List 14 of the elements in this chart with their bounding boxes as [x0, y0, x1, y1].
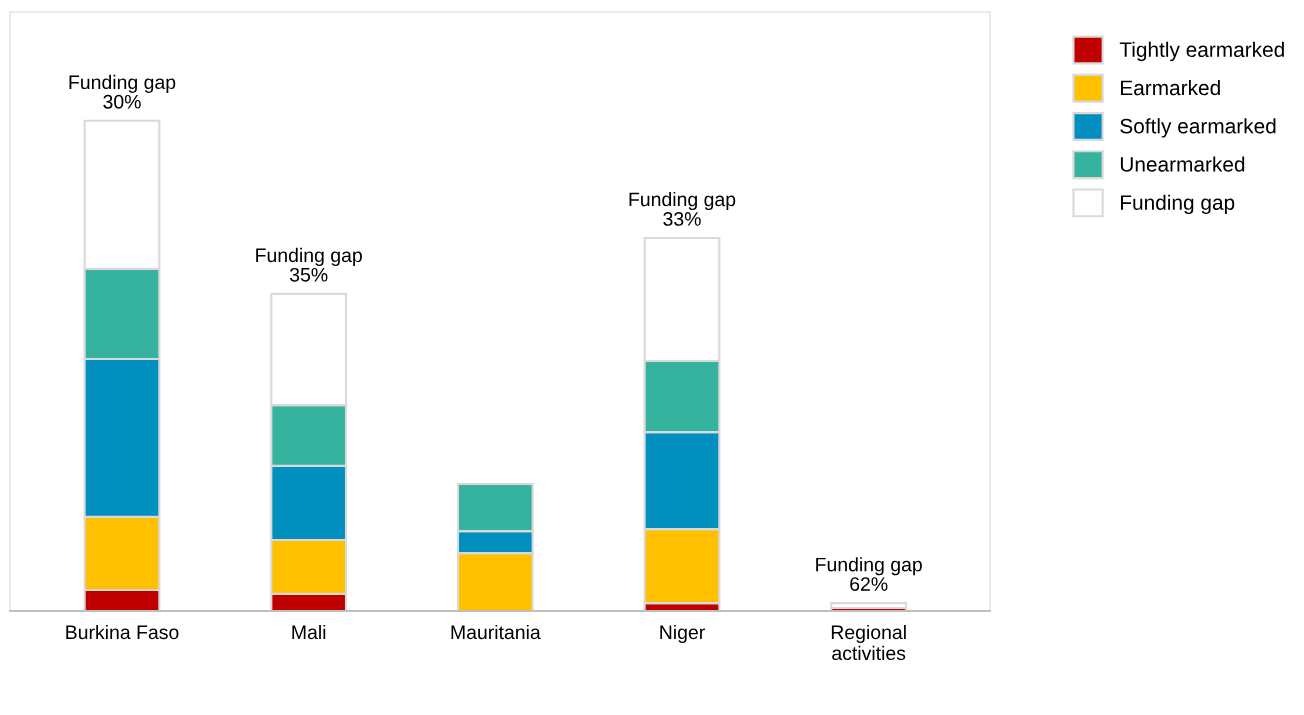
- annotation: Funding gap 62%: [816, 557, 922, 591]
- x-tick-label: Regional activities: [831, 624, 906, 661]
- annotation: Funding gap 33%: [629, 191, 736, 226]
- legend-label: Unearmarked: [1120, 156, 1245, 172]
- annotation: Funding gap 35%: [256, 247, 362, 282]
- annotation: Funding gap 30%: [69, 74, 176, 109]
- x-tick-label: Mauritania: [451, 624, 541, 640]
- x-tick-label: Niger: [660, 624, 705, 644]
- x-tick-label: Mali: [292, 624, 326, 640]
- legend-label: Earmarked: [1121, 79, 1220, 96]
- x-tick-label: Burkina Faso: [66, 624, 179, 640]
- legend-label: Tightly earmarked: [1119, 41, 1284, 62]
- legend-label: Softly earmarked: [1120, 118, 1276, 138]
- legend-label: Funding gap: [1121, 194, 1235, 215]
